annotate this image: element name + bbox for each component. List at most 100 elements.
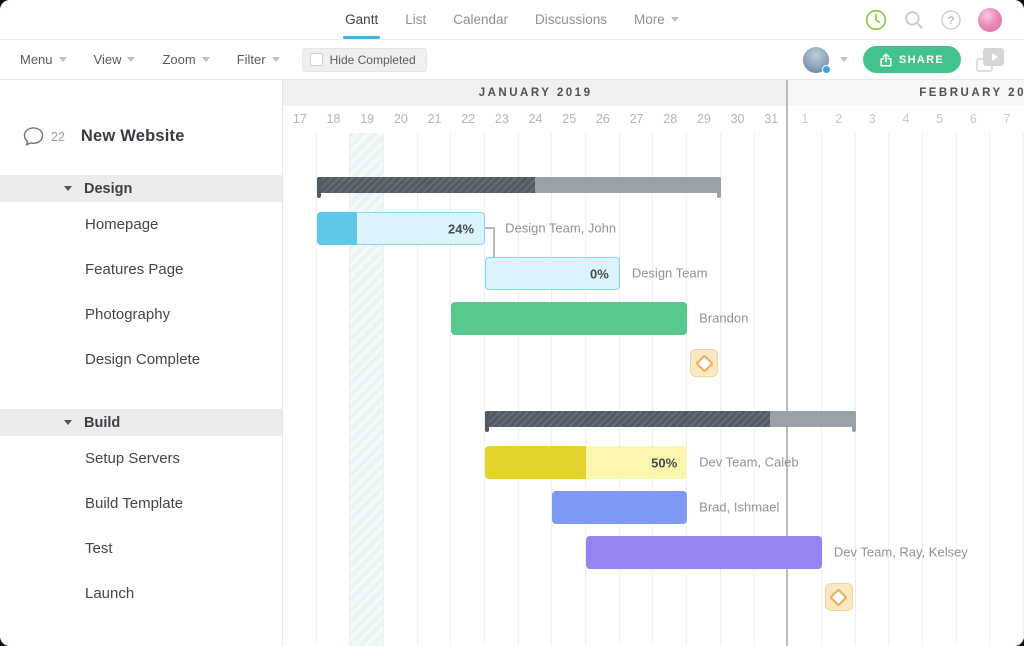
grid-day-column [923, 133, 957, 646]
day-label: 7 [990, 106, 1024, 133]
nav-tab-label: Calendar [453, 12, 508, 27]
milestone-diamond-icon [830, 588, 848, 606]
group-header-design[interactable]: Design [0, 175, 282, 202]
day-label: 30 [721, 106, 755, 133]
menu-view[interactable]: View [94, 52, 136, 67]
grid-day-column [418, 133, 452, 646]
chevron-down-icon [272, 57, 280, 62]
nav-tab-list[interactable]: List [405, 0, 426, 39]
grid-day-column [586, 133, 620, 646]
day-label: 31 [754, 106, 788, 133]
user-avatar[interactable] [978, 8, 1002, 32]
grid-day-column [721, 133, 755, 646]
grid-day-column [317, 133, 351, 646]
dependency-connector [493, 228, 495, 257]
group-bar-progress [485, 411, 770, 427]
task-bar-features-page[interactable]: 0% [485, 257, 620, 290]
task-bar-setup-servers[interactable]: 50% [485, 446, 687, 479]
menu-label: View [94, 52, 122, 67]
hide-completed-checkbox[interactable] [310, 53, 323, 66]
nav-tabs: Gantt List Calendar Discussions More [345, 0, 679, 39]
svg-text:?: ? [948, 15, 954, 27]
group-bar-design[interactable] [317, 177, 721, 193]
day-label: 3 [855, 106, 889, 133]
collapse-triangle-icon[interactable] [64, 420, 72, 425]
task-assignees: Dev Team, Caleb [699, 455, 798, 470]
task-label-setup-servers[interactable]: Setup Servers [85, 436, 180, 481]
grid-day-column [519, 133, 553, 646]
task-label-build-template[interactable]: Build Template [85, 481, 183, 526]
grid-day-column [990, 133, 1024, 646]
chevron-down-icon [671, 17, 679, 22]
chevron-down-icon [202, 57, 210, 62]
task-label-features-page[interactable]: Features Page [85, 247, 183, 292]
nav-tab-label: Discussions [535, 12, 607, 27]
video-tutorial-icon[interactable] [976, 48, 1004, 72]
time-icon[interactable] [865, 9, 887, 31]
group-header-build[interactable]: Build [0, 409, 282, 436]
nav-tab-discussions[interactable]: Discussions [535, 0, 607, 39]
month-label: FEBRUARY 2019 [919, 80, 1024, 106]
month-label: JANUARY 2019 [479, 87, 593, 99]
nav-tab-label: Gantt [345, 12, 378, 27]
hide-completed-toggle[interactable]: Hide Completed [302, 48, 427, 72]
play-icon [983, 48, 1004, 66]
top-navigation: Gantt List Calendar Discussions More ? [0, 0, 1024, 40]
share-button[interactable]: SHARE [863, 46, 961, 73]
task-bar-photography[interactable] [451, 302, 687, 335]
chevron-down-icon [127, 57, 135, 62]
share-icon [880, 53, 892, 67]
grid-day-column [384, 133, 418, 646]
collaborator-avatar-menu[interactable] [803, 47, 848, 73]
nav-right-icons: ? [865, 0, 1002, 39]
task-label-design-complete[interactable]: Design Complete [85, 337, 200, 382]
task-label-launch[interactable]: Launch [85, 571, 134, 616]
day-label: 21 [418, 106, 452, 133]
month-january: JANUARY 2019 [283, 80, 788, 106]
chevron-down-icon [840, 57, 848, 62]
nav-tab-more[interactable]: More [634, 0, 679, 39]
search-icon[interactable] [904, 10, 924, 30]
milestone-launch[interactable] [825, 583, 853, 611]
help-icon[interactable]: ? [941, 10, 961, 30]
day-label: 17 [283, 106, 317, 133]
task-percent-label: 0% [590, 266, 609, 281]
milestone-design-complete[interactable] [690, 349, 718, 377]
day-label: 1 [788, 106, 822, 133]
menu-label: Filter [237, 52, 266, 67]
collapse-triangle-icon[interactable] [64, 186, 72, 191]
menu-zoom[interactable]: Zoom [162, 52, 209, 67]
grid-day-column [687, 133, 721, 646]
gantt-chart: JANUARY 2019 FEBRUARY 2019 1718192021222… [283, 80, 1024, 646]
day-label: 28 [653, 106, 687, 133]
grid-day-column [552, 133, 586, 646]
grid-day-column [485, 133, 519, 646]
gantt-canvas: 24%Design Team, John0%Design TeamBrandon… [283, 133, 1024, 646]
day-label: 24 [519, 106, 553, 133]
day-label: 25 [552, 106, 586, 133]
menu-label: Menu [20, 52, 53, 67]
menu-filter[interactable]: Filter [237, 52, 280, 67]
gantt-toolbar: Menu View Zoom Filter Hide Completed SHARE [0, 40, 1024, 80]
nav-tab-gantt[interactable]: Gantt [345, 0, 378, 39]
grid-day-column [856, 133, 890, 646]
task-bar-homepage[interactable]: 24% [317, 212, 485, 245]
group-name: Build [84, 415, 120, 431]
task-bar-test[interactable] [586, 536, 822, 569]
group-bar-progress [317, 177, 535, 193]
task-label-photography[interactable]: Photography [85, 292, 170, 337]
grid-day-column [620, 133, 654, 646]
task-bar-progress [317, 212, 357, 245]
task-bar-build-template[interactable] [552, 491, 687, 524]
task-assignees: Design Team [632, 266, 708, 281]
task-percent-label: 50% [651, 455, 677, 470]
sidebar-rows: DesignHomepageFeatures PagePhotographyDe… [0, 80, 282, 646]
nav-tab-calendar[interactable]: Calendar [453, 0, 508, 39]
menu-menu[interactable]: Menu [20, 52, 67, 67]
task-bar-progress [485, 446, 586, 479]
task-assignees: Design Team, John [505, 221, 616, 236]
task-label-homepage[interactable]: Homepage [85, 202, 158, 247]
milestone-diamond-icon [695, 354, 713, 372]
task-label-test[interactable]: Test [85, 526, 113, 571]
group-bar-build[interactable] [485, 411, 856, 427]
